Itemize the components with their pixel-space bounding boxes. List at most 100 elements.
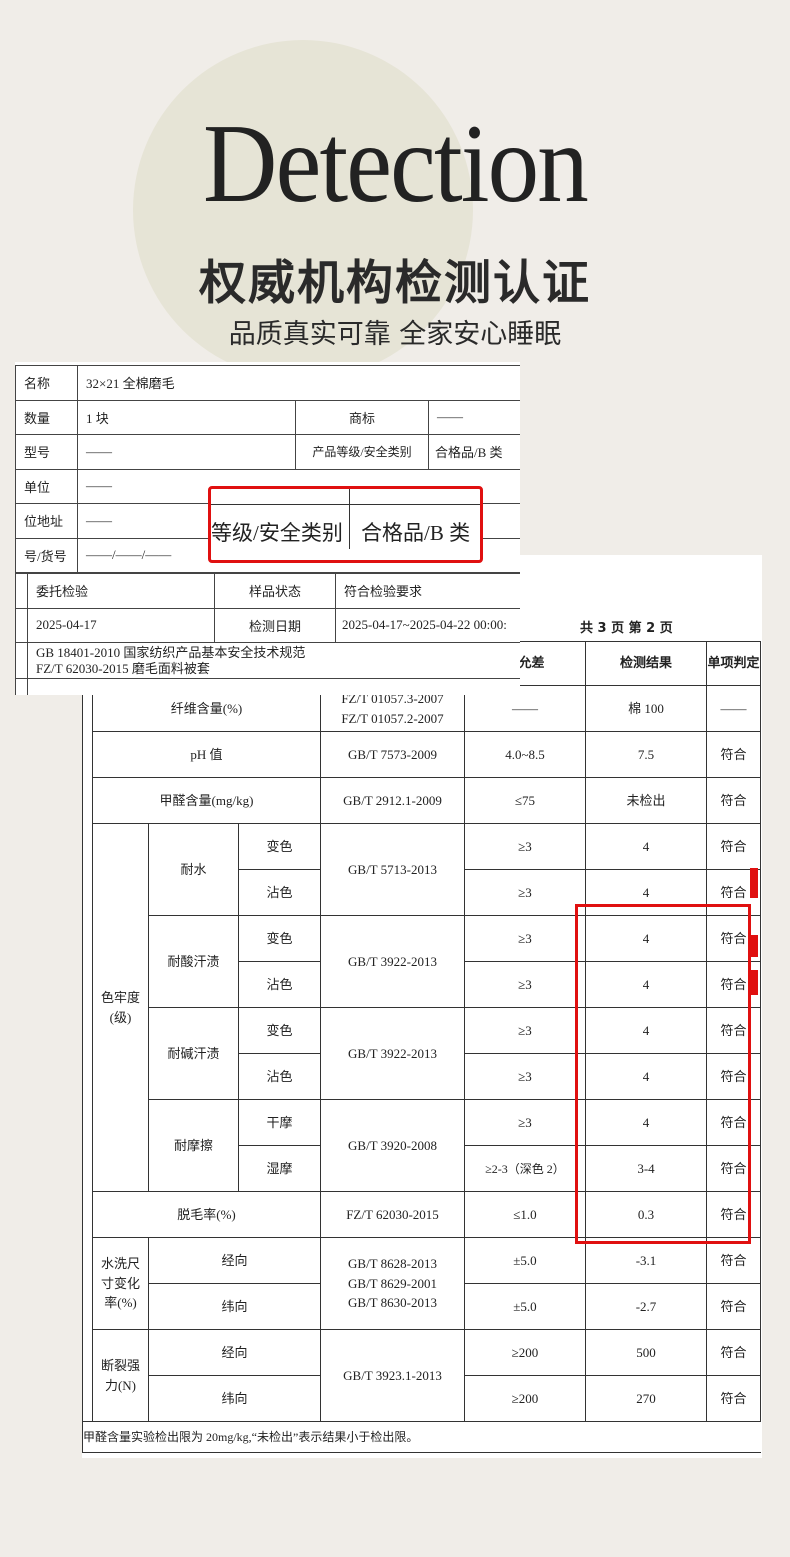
table-cell: 合格品/B 类 <box>361 521 471 545</box>
table-cell: ≥3 <box>464 961 586 1008</box>
table-cell: GB/T 5713-2013 <box>320 823 465 916</box>
table-cell: 0.3 <box>585 1191 707 1238</box>
table-cell: -2.7 <box>585 1283 707 1330</box>
table-cell: 270 <box>585 1375 707 1422</box>
table-cell: GB/T 7573-2009 <box>320 731 465 778</box>
table-cell: 委托检验 <box>27 573 215 609</box>
table-cell: ≥3 <box>464 1007 586 1054</box>
table-cell: 沾色 <box>238 869 321 916</box>
table-cell: 湿摩 <box>238 1145 321 1192</box>
table-cell: 符合 <box>706 731 761 778</box>
table-cell: 合格品/B 类 <box>428 434 520 470</box>
table-row: 耐酸汗渍 变色 GB/T 3922-2013 ≥3 4 符合 <box>83 915 761 1008</box>
table-row: 纬向 ≥200 270 符合 <box>83 1375 761 1422</box>
inspection-info-table: 委托检验 样品状态 符合检验要求 2025-04-17 检测日期 2025-04-17~… <box>15 573 520 695</box>
table-row: 断裂强力(N) 经向 GB/T 3923.1-2013 ≥200 500 符合 <box>83 1329 761 1422</box>
table-cell: 干摩 <box>238 1099 321 1146</box>
table-cell: 纬向 <box>148 1375 321 1422</box>
page-subtitle: 品质真实可靠 全家安心睡眠 <box>228 319 562 350</box>
table-cell: —— <box>706 685 761 732</box>
table-row: 水洗尺寸变化率(%) 经向 GB/T 8628-2013 GB/T 8629-20… <box>83 1237 761 1330</box>
table-cell: 检测日期 <box>214 607 336 643</box>
table-cell: 沾色 <box>238 961 321 1008</box>
zoom-callout-grade: 等级/安全类别 合格品/B 类 <box>208 486 483 563</box>
table-cell: ≥200 <box>464 1329 586 1376</box>
table-cell: 4 <box>585 1099 707 1146</box>
table-cell: 符合 <box>706 1007 761 1054</box>
table-cell: 位地址 <box>15 503 78 539</box>
test-report-page-2: 共 3 页 第 2 页 及允差 检测结果 单项判定 纤维含量(%) FZ/T 0… <box>82 555 762 1458</box>
table-cell: GB 18401-2010 国家纺织产品基本安全技术规范 <box>36 644 306 660</box>
table-cell: pH 值 <box>92 731 321 778</box>
decorative-circle <box>133 40 473 380</box>
table-cell: 型号 <box>15 434 78 470</box>
table-cell: ≥3 <box>464 869 586 916</box>
table-cell: 500 <box>585 1329 707 1376</box>
table-cell: 水洗尺寸变化率(%) <box>92 1237 149 1330</box>
table-row: pH 值 GB/T 7573-2009 4.0~8.5 7.5 符合 <box>83 731 761 778</box>
table-cell: 1 块 <box>77 399 296 435</box>
table-cell: 耐水 <box>148 823 239 916</box>
table-cell: 4 <box>585 1007 707 1054</box>
highlight-box-results <box>575 904 751 1244</box>
table-cell: 断裂强力(N) <box>92 1329 149 1422</box>
table-cell: ±5.0 <box>464 1237 586 1284</box>
table-cell: ≥200 <box>464 1375 586 1422</box>
table-cell: 甲醛含量(mg/kg) <box>92 777 321 824</box>
table-cell: FZ/T 62030-2015 <box>320 1191 465 1238</box>
table-cell: 耐酸汗渍 <box>148 915 239 1008</box>
table-cell: 符合 <box>706 777 761 824</box>
header-verdict: 单项判定 <box>706 641 761 686</box>
table-cell: FZ/T 01057.2-2007 <box>341 710 444 726</box>
table-row: 甲醛含量(mg/kg) GB/T 2912.1-2009 ≤75 未检出 符合 <box>83 777 761 824</box>
red-annotation-mark <box>750 970 758 995</box>
table-cell: 符合 <box>706 1145 761 1192</box>
table-row: 脱毛率(%) FZ/T 62030-2015 ≤1.0 0.3 符合 <box>83 1191 761 1238</box>
table-row: 耐碱汗渍 变色 GB/T 3922-2013 ≥3 4 符合 <box>83 1007 761 1100</box>
table-cell: GB/T 8628-2013 <box>348 1256 437 1272</box>
table-cell: 等级/安全类别 <box>211 521 343 545</box>
table-cell: 符合 <box>706 1191 761 1238</box>
red-annotation-mark <box>750 935 758 957</box>
table-cell: 符合 <box>706 1283 761 1330</box>
table-cell: 变色 <box>238 823 321 870</box>
table-cell: 32×21 全棉磨毛 <box>77 365 520 401</box>
table-cell: 色牢度(级) <box>92 823 149 1192</box>
table-row: 湿摩 ≥2-3（深色 2） 3-4 符合 <box>83 1145 761 1192</box>
table-cell: GB/T 8629-2001 <box>348 1275 437 1291</box>
table-cell: GB/T 8630-2013 <box>348 1295 437 1311</box>
header-result: 检测结果 <box>585 641 707 686</box>
table-row: 色牢度(级) 耐水 变色 GB/T 5713-2013 ≥3 4 符合 <box>83 823 761 1192</box>
table-cell: 4 <box>585 869 707 916</box>
red-annotation-mark <box>750 868 758 898</box>
table-cell: 商标 <box>295 399 429 435</box>
table-cell: ±5.0 <box>464 1283 586 1330</box>
table-cell: 号/货号 <box>15 537 78 573</box>
table-cell: ≥3 <box>464 1099 586 1146</box>
page-count: 共 3 页 第 2 页 <box>580 621 673 636</box>
table-cell: 变色 <box>238 1007 321 1054</box>
table-cell: ≥2-3（深色 2） <box>464 1145 586 1192</box>
page-title: 权威机构检测认证 <box>199 256 591 311</box>
table-cell: 沾色 <box>238 1053 321 1100</box>
table-cell: GB/T 3922-2013 <box>320 1007 465 1100</box>
table-cell: ≤1.0 <box>464 1191 586 1238</box>
table-cell: ≥3 <box>464 823 586 870</box>
table-cell: 经向 <box>148 1237 321 1284</box>
table-cell: 纬向 <box>148 1283 321 1330</box>
table-cell: 变色 <box>238 915 321 962</box>
table-cell: 4.0~8.5 <box>464 731 586 778</box>
table-cell: 单位 <box>15 468 78 504</box>
table-cell: 符合检验要求 <box>335 573 520 609</box>
table-cell: ≥3 <box>464 1053 586 1100</box>
table-cell: 耐碱汗渍 <box>148 1007 239 1100</box>
table-cell: 棉 100 <box>585 685 707 732</box>
table-cell: GB/T 3920-2008 <box>320 1099 465 1192</box>
table-cell: 数量 <box>15 399 78 435</box>
table-cell: -3.1 <box>585 1237 707 1284</box>
table-row: 沾色 ≥3 4 符合 <box>83 869 761 916</box>
table-cell: 符合 <box>706 1329 761 1376</box>
table-row: 耐摩擦 干摩 GB/T 3920-2008 ≥3 4 符合 <box>83 1099 761 1192</box>
table-cell: 名称 <box>15 365 78 401</box>
english-title: Detection <box>203 102 589 226</box>
